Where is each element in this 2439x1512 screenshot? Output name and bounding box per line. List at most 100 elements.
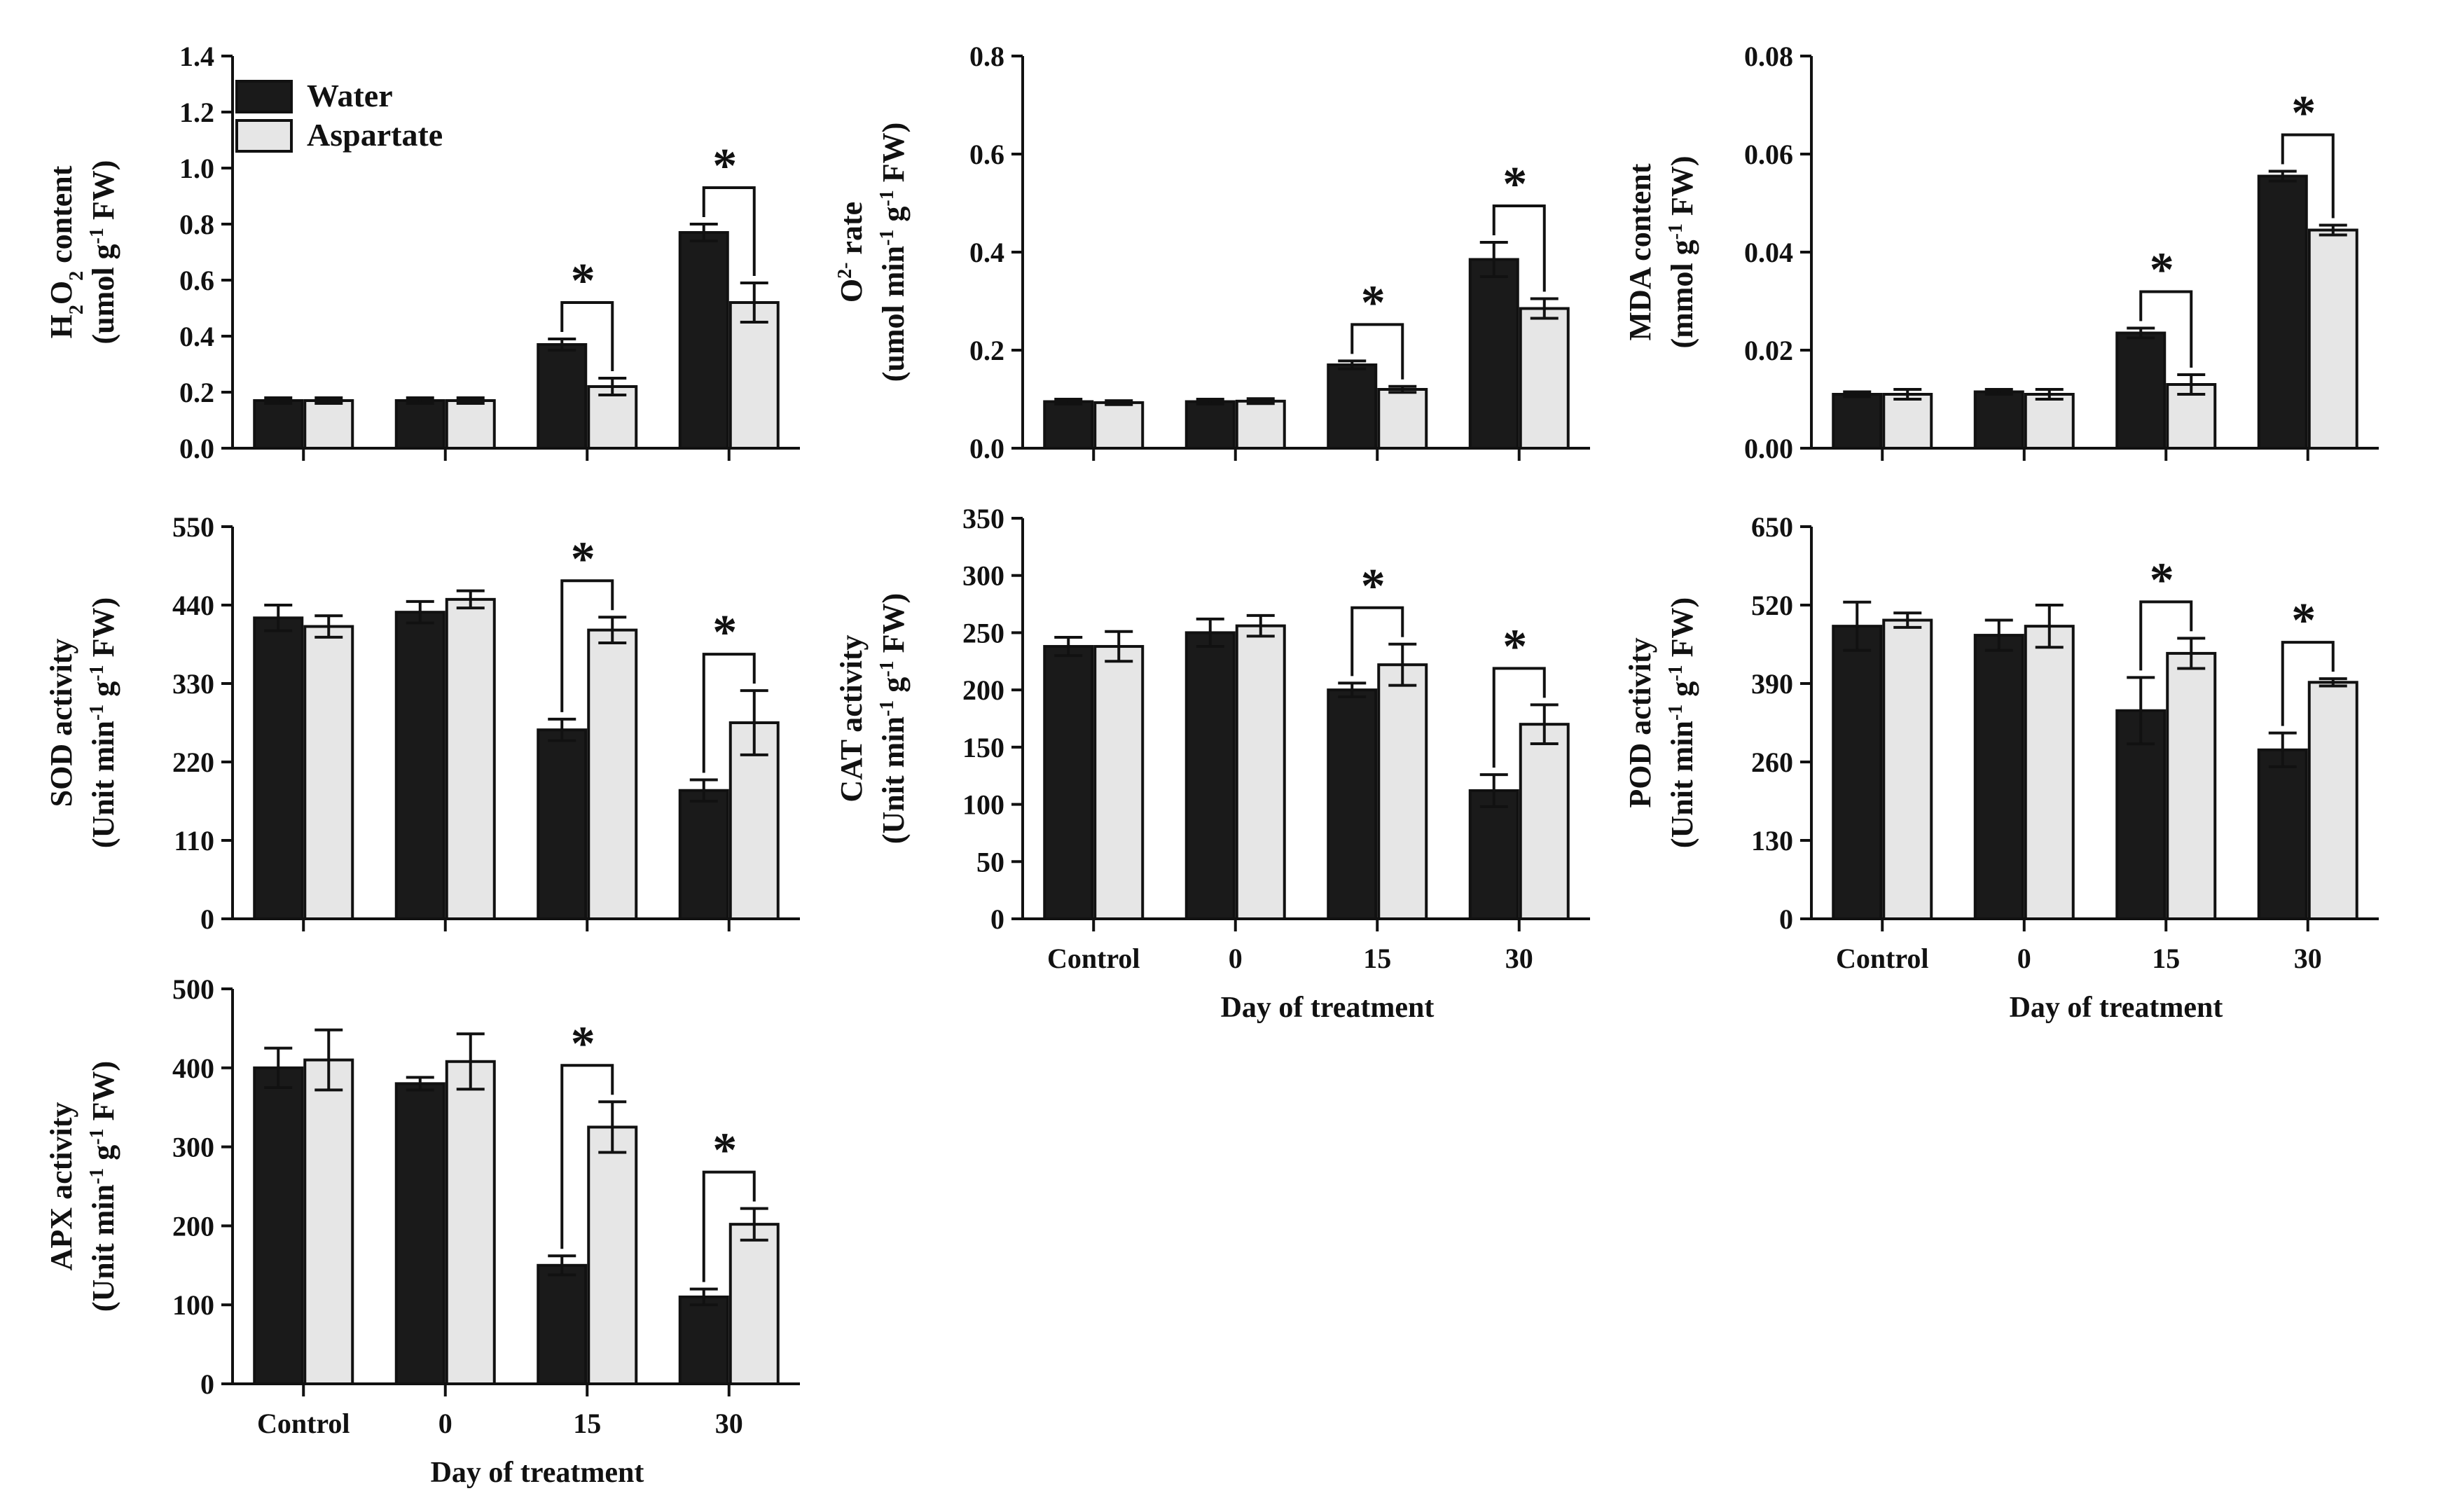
significance-bracket	[2139, 600, 2193, 671]
y-axis-title: CAT activity	[834, 634, 869, 802]
significance-bracket	[702, 186, 756, 276]
legend-swatch-aspartate	[235, 119, 293, 153]
bar-aspartate	[2166, 651, 2217, 921]
significance-star: *	[1502, 620, 1527, 674]
bar-water	[1468, 789, 1519, 920]
chart-mda: 0.00 0.02 0.04 0.06 0.08 MDA content (mmol g-1…	[1623, 41, 2379, 464]
bar-water	[1468, 258, 1519, 450]
y-tick-label: 0.04	[1744, 237, 1793, 268]
y-axis-title-units: (mmol g-1 FW)	[1665, 155, 1700, 348]
significance-bracket	[560, 579, 614, 712]
y-axis-title-units: (umol g-1 FW)	[86, 160, 121, 345]
bar-water	[1184, 400, 1236, 450]
bar-water	[1327, 688, 1378, 921]
y-tick-label: 150	[962, 732, 1004, 763]
bar-aspartate	[303, 399, 354, 450]
y-tick-label: 50	[976, 846, 1004, 878]
y-tick-label: 0	[990, 903, 1004, 935]
y-tick-label: 0	[200, 1368, 214, 1400]
significance-star: *	[712, 139, 737, 193]
bar-aspartate	[1235, 399, 1286, 450]
significance-star: *	[2291, 594, 2316, 648]
bar-water	[394, 1082, 445, 1385]
bar-aspartate	[2307, 228, 2358, 450]
significance-star: *	[1361, 560, 1386, 613]
significance-star: *	[2150, 244, 2174, 298]
bar-aspartate	[1882, 393, 1933, 450]
bar-water	[1832, 393, 1883, 450]
x-tick-label: Control	[1836, 943, 1929, 974]
y-axis-title-units: (Unit min-1 g-1 FW)	[876, 593, 911, 844]
chart-pod: 0 130 260 390 520 650 Control 0 15 30 Day of treat…	[1623, 511, 2379, 1024]
bar-aspartate	[445, 399, 496, 450]
chart-apx: 0 100 200 300 400 500 Control 0 15 30 Day of treat…	[44, 973, 800, 1489]
bar-aspartate	[1519, 307, 1570, 450]
y-tick-label: 1.0	[179, 153, 214, 184]
x-tick-label: 15	[2152, 943, 2180, 974]
bar-aspartate	[587, 1125, 638, 1386]
significance-bracket	[2281, 641, 2335, 726]
bar-aspartate	[1093, 645, 1145, 920]
y-tick-label: 200	[172, 1210, 214, 1242]
significance-star: *	[1502, 158, 1527, 211]
y-axis-title-units: (Unit min-1 g-1 FW)	[86, 597, 121, 848]
bar-aspartate	[2024, 393, 2075, 450]
significance-bracket	[1492, 204, 1546, 292]
y-axis-title: POD activity	[1623, 637, 1657, 807]
significance-star: *	[2291, 87, 2316, 141]
bar-water	[1973, 390, 2024, 450]
bar-aspartate	[1882, 618, 1933, 920]
y-tick-label: 0.08	[1744, 41, 1793, 72]
bar-water	[678, 789, 729, 921]
bar-water	[678, 1295, 729, 1386]
bar-water	[394, 399, 445, 450]
y-tick-label: 0.00	[1744, 433, 1793, 464]
bar-aspartate	[2024, 625, 2075, 921]
significance-bracket	[2139, 290, 2193, 368]
y-tick-label: 0.6	[179, 265, 214, 296]
y-axis-title-units: (umol min-1 g-1 FW)	[876, 123, 911, 382]
legend-label-water: Water	[307, 78, 393, 113]
bar-aspartate	[728, 1223, 780, 1386]
significance-bracket	[702, 653, 756, 773]
y-tick-label: 0.4	[179, 321, 214, 352]
bar-water	[1832, 625, 1883, 921]
bar-water	[253, 616, 304, 920]
bar-aspartate	[1235, 624, 1286, 920]
y-tick-label: 0.4	[969, 237, 1004, 268]
bar-aspartate	[303, 1058, 354, 1386]
y-tick-label: 250	[962, 617, 1004, 649]
x-axis-title: Day of treatment	[1221, 992, 1435, 1024]
chart-sod: 0 110 220 330 440 550 SOD activity (Unit min-1 …	[44, 511, 800, 935]
y-tick-label: 520	[1751, 590, 1793, 621]
significance-bracket	[1350, 323, 1404, 380]
y-axis-title: H2O2 content	[44, 165, 88, 338]
x-axis-title: Day of treatment	[431, 1457, 644, 1489]
y-tick-label: 0	[200, 903, 214, 935]
y-tick-label: 260	[1751, 747, 1793, 778]
y-axis-title: MDA content	[1623, 163, 1657, 340]
x-tick-label: 0	[438, 1408, 452, 1439]
x-tick-label: 0	[1229, 943, 1243, 974]
y-tick-label: 400	[172, 1053, 214, 1084]
significance-bracket	[702, 1170, 756, 1282]
y-tick-label: 650	[1751, 511, 1793, 543]
x-tick-label: 0	[2017, 943, 2031, 974]
bar-water	[253, 1066, 304, 1386]
y-tick-label: 350	[962, 503, 1004, 534]
y-tick-label: 0.0	[179, 433, 214, 464]
significance-star: *	[571, 532, 595, 586]
bar-aspartate	[587, 628, 638, 920]
significance-star: *	[2150, 553, 2174, 607]
bar-water	[253, 399, 304, 450]
significance-star: *	[571, 1017, 595, 1071]
bar-aspartate	[303, 625, 354, 921]
y-tick-label: 0.02	[1744, 335, 1793, 366]
bar-water	[2257, 174, 2308, 450]
bar-aspartate	[1377, 663, 1428, 921]
bar-water	[537, 728, 588, 920]
x-tick-label: 15	[573, 1408, 601, 1439]
x-tick-label: 30	[2294, 943, 2322, 974]
bar-aspartate	[1093, 401, 1145, 450]
significance-bracket	[1350, 606, 1404, 677]
